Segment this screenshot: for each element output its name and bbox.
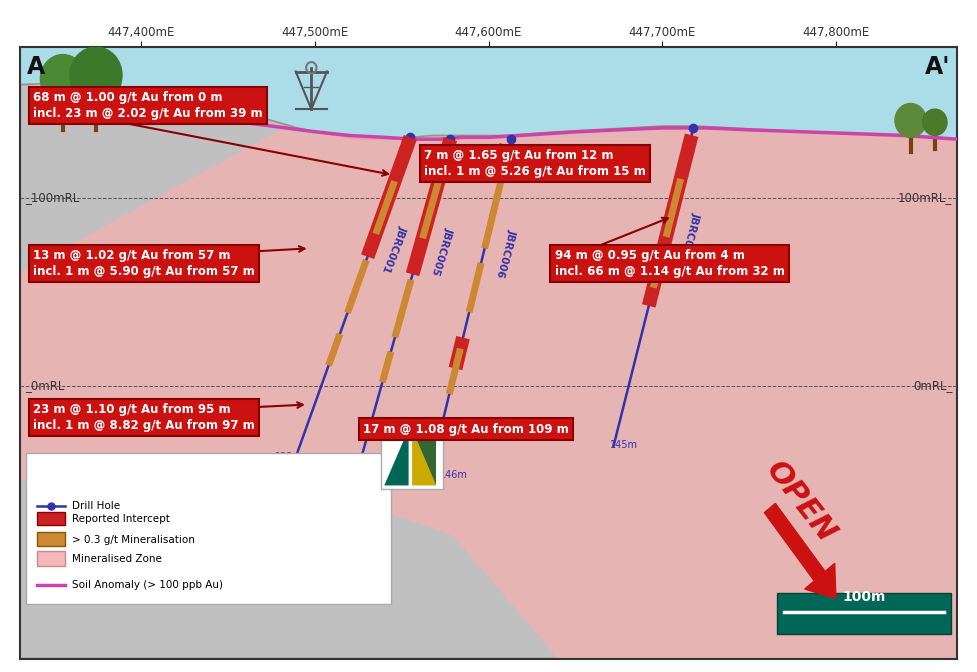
Text: Mineralised Zone: Mineralised Zone	[71, 554, 161, 564]
Text: 68 m @ 1.00 g/t Au from 0 m
incl. 23 m @ 2.02 g/t Au from 39 m: 68 m @ 1.00 g/t Au from 0 m incl. 23 m @…	[33, 91, 263, 120]
Text: 17 m @ 1.08 g/t Au from 109 m: 17 m @ 1.08 g/t Au from 109 m	[363, 423, 570, 435]
Polygon shape	[412, 429, 437, 485]
Text: 145m: 145m	[610, 440, 638, 450]
Text: 13 m @ 1.02 g/t Au from 57 m
incl. 1 m @ 5.90 g/t Au from 57 m: 13 m @ 1.02 g/t Au from 57 m incl. 1 m @…	[33, 249, 255, 278]
Polygon shape	[20, 128, 957, 659]
Text: Drill Hole: Drill Hole	[71, 501, 120, 511]
Text: _100mRL: _100mRL	[24, 191, 79, 204]
Text: A: A	[26, 54, 45, 79]
Text: 146m: 146m	[440, 470, 468, 480]
Text: Reported Intercept: Reported Intercept	[71, 514, 170, 524]
Text: Soil Anomaly (> 100 ppb Au): Soil Anomaly (> 100 ppb Au)	[71, 580, 223, 590]
Bar	[20, 47, 957, 169]
Circle shape	[922, 109, 947, 136]
Text: 0mRL_: 0mRL_	[913, 379, 953, 392]
Polygon shape	[412, 429, 437, 485]
Text: JBRC006: JBRC006	[495, 228, 518, 278]
Bar	[37, 532, 64, 546]
Text: JBRC001: JBRC001	[381, 224, 408, 273]
Circle shape	[40, 54, 86, 103]
Circle shape	[70, 47, 122, 103]
Text: 139m: 139m	[355, 463, 383, 473]
Text: 100m: 100m	[842, 590, 885, 604]
FancyArrow shape	[764, 503, 836, 598]
Bar	[37, 512, 64, 525]
Text: 133m: 133m	[275, 452, 303, 462]
Bar	[26, 454, 391, 604]
Bar	[37, 551, 64, 566]
Text: 100mRL_: 100mRL_	[898, 191, 953, 204]
Bar	[777, 593, 951, 634]
Text: JBRC007: JBRC007	[678, 211, 701, 261]
Text: 94 m @ 0.95 g/t Au from 4 m
incl. 66 m @ 1.14 g/t Au from 32 m: 94 m @ 0.95 g/t Au from 4 m incl. 66 m @…	[555, 249, 785, 278]
Circle shape	[895, 103, 926, 137]
Polygon shape	[20, 83, 957, 659]
Text: 23 m @ 1.10 g/t Au from 95 m
incl. 1 m @ 8.82 g/t Au from 97 m: 23 m @ 1.10 g/t Au from 95 m incl. 1 m @…	[33, 403, 255, 432]
Text: A': A'	[925, 54, 951, 79]
Text: JBRC005: JBRC005	[430, 226, 454, 277]
Text: OPEN: OPEN	[760, 456, 842, 548]
Text: 7 m @ 1.65 g/t Au from 12 m
incl. 1 m @ 5.26 g/t Au from 15 m: 7 m @ 1.65 g/t Au from 12 m incl. 1 m @ …	[424, 149, 646, 178]
Polygon shape	[384, 429, 408, 485]
Text: > 0.3 g/t Mineralisation: > 0.3 g/t Mineralisation	[71, 535, 194, 545]
Text: _0mRL: _0mRL	[24, 379, 64, 392]
Bar	[381, 421, 444, 489]
